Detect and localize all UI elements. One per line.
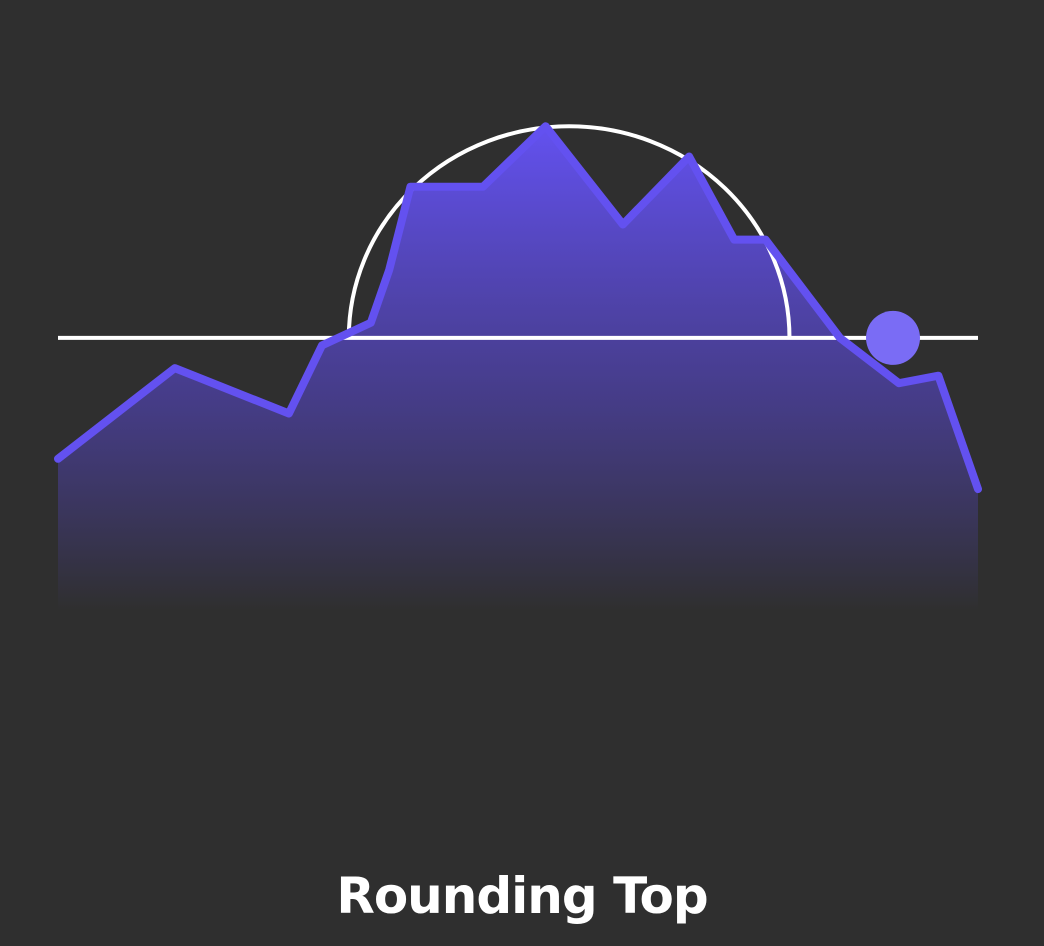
- breakout-point: [866, 310, 920, 365]
- price-area: [58, 126, 978, 610]
- price-line: [54, 122, 982, 494]
- pattern-title: Rounding Top: [336, 867, 708, 925]
